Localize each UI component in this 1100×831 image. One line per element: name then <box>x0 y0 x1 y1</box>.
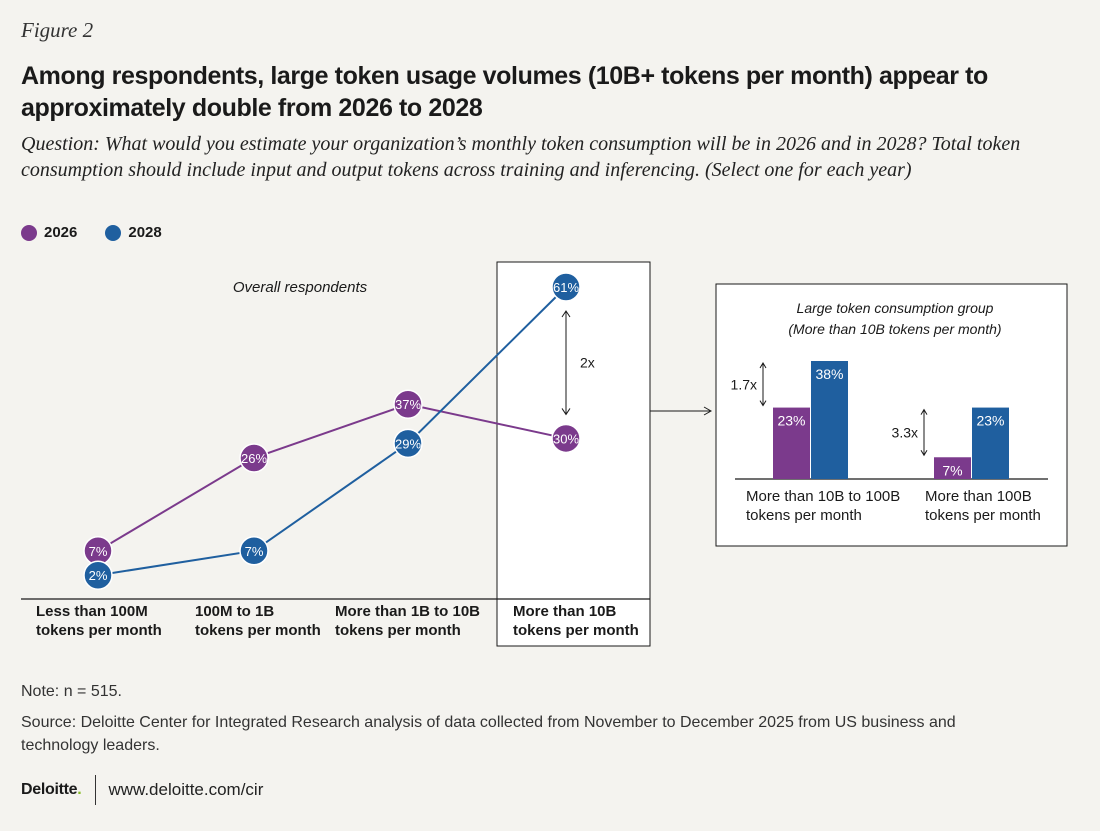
bar-category-label-1-line-1: tokens per month <box>925 507 1041 524</box>
bar-label-2026-0: 23% <box>777 413 805 429</box>
point-2026-2 <box>393 389 423 419</box>
point-2028-0 <box>83 560 113 590</box>
ratio-label-0: 1.7x <box>731 376 757 392</box>
point-label-2028-0: 2% <box>89 568 108 583</box>
point-2026-3 <box>551 423 581 454</box>
figure-label: Figure 2 <box>21 18 94 42</box>
category-label-0-line-0: Less than 100M <box>36 603 148 620</box>
bar-category-label-0-line-1: tokens per month <box>746 507 862 524</box>
annotation-arrowhead-top <box>561 310 571 318</box>
survey-question: Question: What would you estimate your o… <box>21 133 1021 181</box>
highlight-box <box>496 261 651 647</box>
footer-url: www.deloitte.com/cir <box>108 780 264 799</box>
annotation-arrowhead-bottom <box>561 408 571 416</box>
point-label-2026-1: 26% <box>241 451 267 466</box>
point-label-2026-3: 30% <box>553 431 579 446</box>
bar-label-2028-0: 38% <box>815 366 843 382</box>
point-label-2026-0: 7% <box>89 544 108 559</box>
chart-canvas: Overall respondents 2x 7% 26% 37% 30% 2% 7% 29% 6… <box>21 261 1068 647</box>
bar-2028-1 <box>972 407 1009 479</box>
bar-label-2028-1: 23% <box>976 413 1004 429</box>
deloitte-logo: Deloitte. <box>21 781 82 798</box>
footer: Deloitte. www.deloitte.com/cir <box>21 775 263 805</box>
legend-item-2028: 2028 <box>105 224 162 241</box>
category-label-2-line-1: tokens per month <box>335 622 461 639</box>
annotation-2x: 2x <box>580 355 595 371</box>
bar-panel-title-line-0: Large token consumption group <box>797 300 994 316</box>
ratio-arrowhead-top-1 <box>920 408 928 415</box>
chart-title: Among respondents, large token usage vol… <box>21 62 988 122</box>
connector-arrowhead <box>703 406 713 416</box>
point-label-2028-1: 7% <box>245 544 264 559</box>
legend-item-2026: 2026 <box>21 224 77 241</box>
legend-swatch-2028 <box>105 224 122 241</box>
category-label-1-line-1: tokens per month <box>195 622 321 639</box>
legend-label-2026: 2026 <box>44 224 78 241</box>
category-label-0-line-1: tokens per month <box>36 622 162 639</box>
ratio-arrowhead-top-0 <box>759 362 767 369</box>
point-2026-1 <box>239 443 269 473</box>
point-2028-3 <box>551 272 581 302</box>
point-2028-2 <box>393 428 423 459</box>
ratio-arrowhead-bottom-0 <box>759 400 767 407</box>
line-chart-subtitle: Overall respondents <box>233 279 368 296</box>
point-label-2026-2: 37% <box>395 397 421 412</box>
series-line-2028 <box>97 286 567 577</box>
point-2028-1 <box>239 536 269 566</box>
bar-category-label-1-line-0: More than 100B <box>925 488 1032 505</box>
legend-label-2028: 2028 <box>128 224 162 241</box>
bar-2026-0 <box>773 407 810 479</box>
ratio-arrowhead-bottom-1 <box>920 450 928 457</box>
legend-swatch-2026 <box>21 224 37 241</box>
category-label-1-line-0: 100M to 1B <box>195 603 274 620</box>
point-label-2028-3: 61% <box>553 280 579 295</box>
bar-panel-title-line-1: (More than 10B tokens per month) <box>788 321 1001 337</box>
bar-2026-1 <box>934 457 971 479</box>
note: Note: n = 515. <box>21 683 122 700</box>
bar-2028-0 <box>811 361 848 479</box>
point-label-2028-2: 29% <box>395 436 421 451</box>
category-label-3-line-1: tokens per month <box>513 622 639 639</box>
bar-category-label-0-line-0: More than 10B to 100B <box>746 488 900 505</box>
legend: 2026 2028 <box>21 224 162 241</box>
footer-divider <box>95 775 97 805</box>
ratio-label-1: 3.3x <box>892 424 918 440</box>
source-note: Source: Deloitte Center for Integrated R… <box>21 714 956 754</box>
bar-label-2026-1: 7% <box>942 462 962 478</box>
category-label-3-line-0: More than 10B <box>513 603 617 620</box>
series-line-2026 <box>97 403 567 552</box>
category-label-2-line-0: More than 1B to 10B <box>335 603 480 620</box>
